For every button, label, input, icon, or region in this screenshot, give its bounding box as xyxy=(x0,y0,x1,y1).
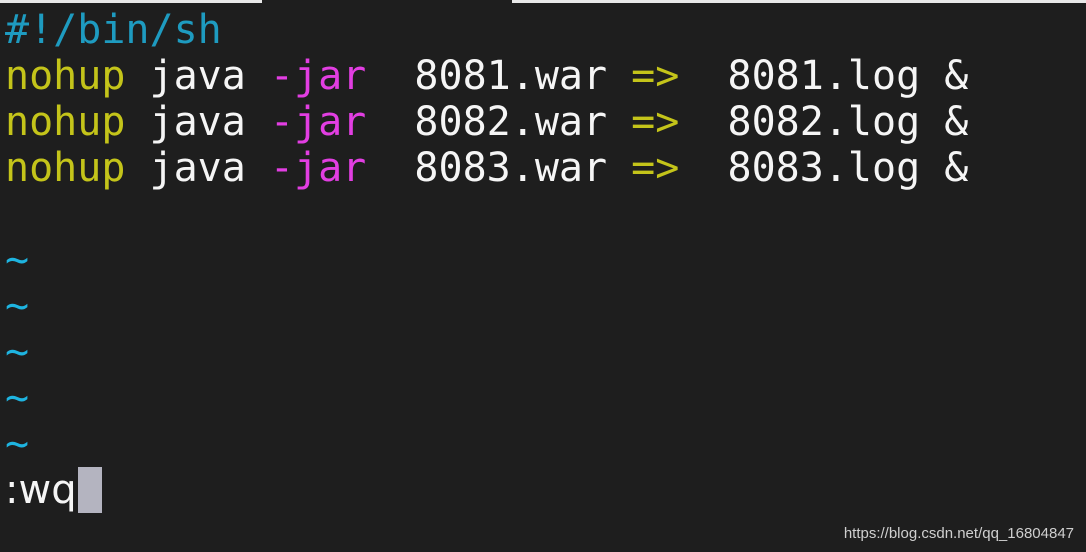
tilde-marker: ~ xyxy=(5,283,30,329)
redirect-arrow: => xyxy=(631,145,680,191)
command-text: :wq xyxy=(5,467,77,513)
cursor xyxy=(77,467,102,513)
command-nohup: nohup xyxy=(5,53,126,99)
war-file: 8083.war xyxy=(366,145,632,191)
program: java xyxy=(125,145,270,191)
log-file: 8082.log & xyxy=(679,99,969,145)
tilde-marker: ~ xyxy=(5,375,30,421)
tilde-marker: ~ xyxy=(5,329,30,375)
redirect-arrow: => xyxy=(631,99,680,145)
tilde-marker: ~ xyxy=(5,421,30,467)
program: java xyxy=(125,53,270,99)
flag: -jar xyxy=(269,99,367,145)
log-file: 8081.log & xyxy=(679,53,969,99)
war-file: 8081.war xyxy=(366,53,632,99)
watermark: https://blog.csdn.net/qq_16804847 xyxy=(843,525,1074,542)
script-line: nohup java -jar 8082.war => 8082.log & xyxy=(5,99,968,145)
war-file: 8082.war xyxy=(366,99,632,145)
window-edge xyxy=(0,0,262,3)
empty-line xyxy=(5,191,968,237)
vim-editor[interactable]: #!/bin/sh nohup java -jar 8081.war => 80… xyxy=(5,7,968,513)
command-line[interactable]: :wq xyxy=(5,467,968,513)
script-line: nohup java -jar 8083.war => 8083.log & xyxy=(5,145,968,191)
tilde-marker: ~ xyxy=(5,237,30,283)
program: java xyxy=(125,99,270,145)
window-edge xyxy=(512,0,1086,3)
command-nohup: nohup xyxy=(5,99,126,145)
script-line: nohup java -jar 8081.war => 8081.log & xyxy=(5,53,968,99)
flag: -jar xyxy=(269,145,367,191)
flag: -jar xyxy=(269,53,367,99)
shebang-line: #!/bin/sh xyxy=(5,7,222,53)
command-nohup: nohup xyxy=(5,145,126,191)
redirect-arrow: => xyxy=(631,53,680,99)
log-file: 8083.log & xyxy=(679,145,969,191)
